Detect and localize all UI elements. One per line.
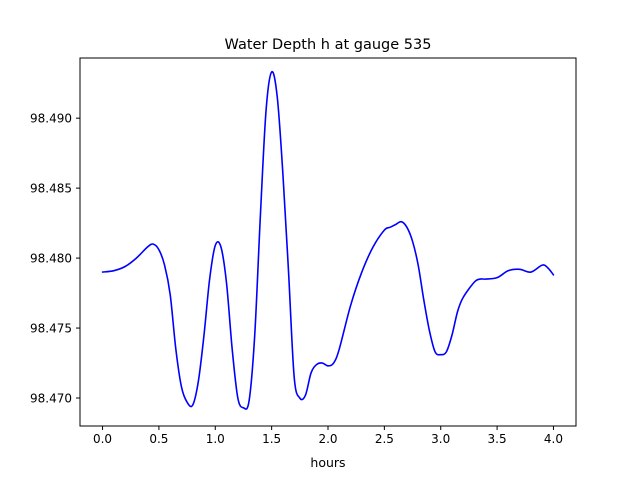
x-axis: 0.0 0.5 1.0 1.5 2.0 2.5 3.0 3.5 4.0: [93, 426, 563, 446]
y-tick-label: 98.490: [30, 112, 72, 126]
chart-title: Water Depth h at gauge 535: [225, 37, 432, 53]
x-tick-label: 3.5: [488, 432, 507, 446]
x-tick-label: 1.0: [206, 432, 225, 446]
x-tick-label: 0.5: [149, 432, 168, 446]
x-tick-label: 3.0: [431, 432, 450, 446]
series-line: [101, 70, 555, 410]
y-tick-label: 98.485: [30, 182, 72, 196]
x-tick-label: 2.5: [375, 432, 394, 446]
plot-area: [101, 70, 555, 410]
x-tick-label: 1.5: [262, 432, 281, 446]
y-axis: 98.470 98.475 98.480 98.485 98.490: [30, 112, 80, 406]
y-tick-label: 98.470: [30, 392, 72, 406]
y-tick-label: 98.480: [30, 252, 72, 266]
x-tick-label: 4.0: [544, 432, 563, 446]
x-tick-label: 0.0: [93, 432, 112, 446]
y-tick-label: 98.475: [30, 322, 72, 336]
x-tick-label: 2.0: [318, 432, 337, 446]
x-axis-label: hours: [310, 455, 345, 470]
